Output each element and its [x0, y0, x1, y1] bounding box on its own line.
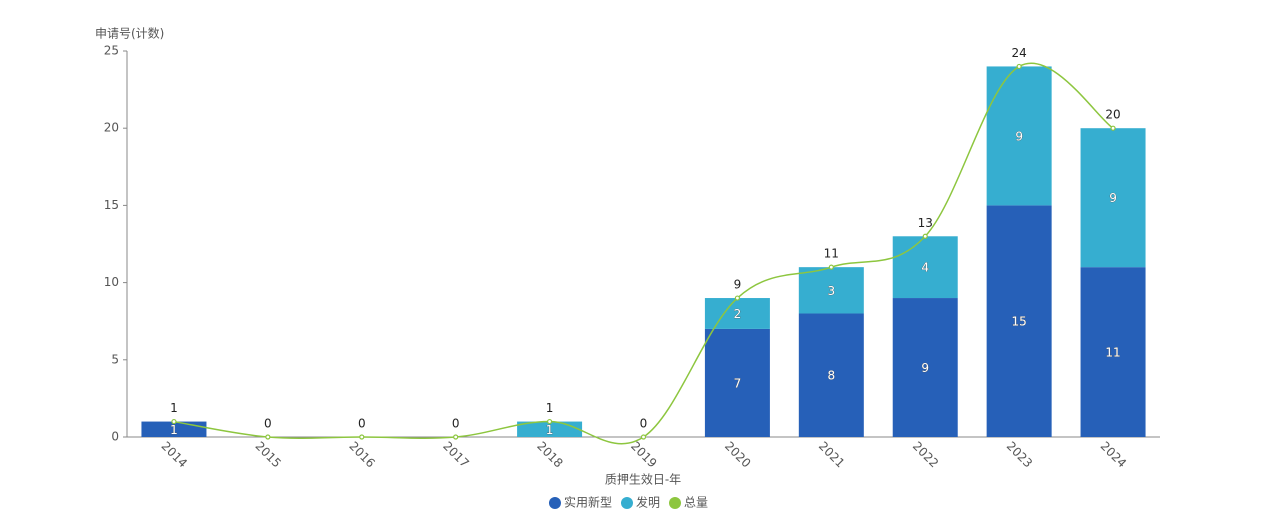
y-tick-label: 0 — [111, 430, 119, 444]
legend-marker[interactable] — [549, 497, 561, 509]
bar-label: 9 — [1109, 191, 1117, 205]
line-label: 11 — [824, 247, 839, 261]
x-tick-label: 2015 — [252, 439, 283, 470]
line-label: 1 — [546, 401, 554, 415]
x-tick-label: 2021 — [816, 439, 847, 470]
x-axis-title: 质押生效日-年 — [605, 472, 681, 487]
bar-label: 15 — [1011, 315, 1026, 329]
legend-label[interactable]: 发明 — [636, 495, 660, 510]
x-tick-label: 2016 — [346, 439, 377, 470]
x-tick-label: 2018 — [534, 439, 565, 470]
line-point — [1017, 64, 1021, 68]
x-tick-label: 2020 — [722, 439, 753, 470]
bar-label: 9 — [1015, 129, 1023, 143]
bar-label: 1 — [546, 423, 554, 437]
x-tick-label: 2014 — [159, 439, 190, 470]
bar-label: 8 — [827, 369, 835, 383]
legend-marker[interactable] — [621, 497, 633, 509]
y-tick-label: 10 — [104, 275, 119, 289]
y-tick-label: 15 — [104, 198, 119, 212]
y-axis-title: 申请号(计数) — [95, 26, 164, 41]
legend-marker[interactable] — [669, 497, 681, 509]
line-point — [548, 420, 552, 424]
line-label: 20 — [1105, 108, 1120, 122]
line-point — [454, 435, 458, 439]
bar-label: 4 — [921, 261, 929, 275]
line-label: 1 — [170, 401, 178, 415]
bar-label: 9 — [921, 361, 929, 375]
line-label: 0 — [358, 417, 366, 431]
y-tick-label: 5 — [111, 352, 119, 366]
chart: 申请号(计数) 质押生效日-年 051015202520142015201620… — [0, 0, 1265, 514]
line-label: 24 — [1011, 46, 1026, 60]
legend-label[interactable]: 总量 — [684, 496, 708, 510]
x-tick-label: 2023 — [1004, 439, 1035, 470]
x-tick-label: 2017 — [440, 439, 471, 470]
x-tick-label: 2022 — [910, 439, 941, 470]
bar-label: 2 — [734, 307, 742, 321]
x-tick-label: 2019 — [628, 439, 659, 470]
line-point — [1111, 126, 1115, 130]
line-label: 0 — [264, 417, 272, 431]
y-tick-label: 20 — [104, 121, 119, 135]
line-point — [266, 435, 270, 439]
line-label: 9 — [734, 278, 742, 292]
y-tick-label: 25 — [104, 44, 119, 58]
legend-label[interactable]: 实用新型 — [564, 495, 612, 510]
line-point — [360, 435, 364, 439]
line-label: 0 — [452, 417, 460, 431]
x-tick-label: 2024 — [1098, 439, 1129, 470]
line-point — [735, 296, 739, 300]
bar-label: 11 — [1105, 346, 1120, 360]
line-label: 13 — [918, 216, 933, 230]
bar-label: 7 — [734, 376, 742, 390]
line-point — [172, 420, 176, 424]
bar-label: 3 — [827, 284, 835, 298]
line-point — [829, 265, 833, 269]
line-label: 0 — [640, 417, 648, 431]
line-point — [642, 435, 646, 439]
total-line — [174, 63, 1113, 444]
line-point — [923, 234, 927, 238]
bar-label: 1 — [170, 423, 178, 437]
